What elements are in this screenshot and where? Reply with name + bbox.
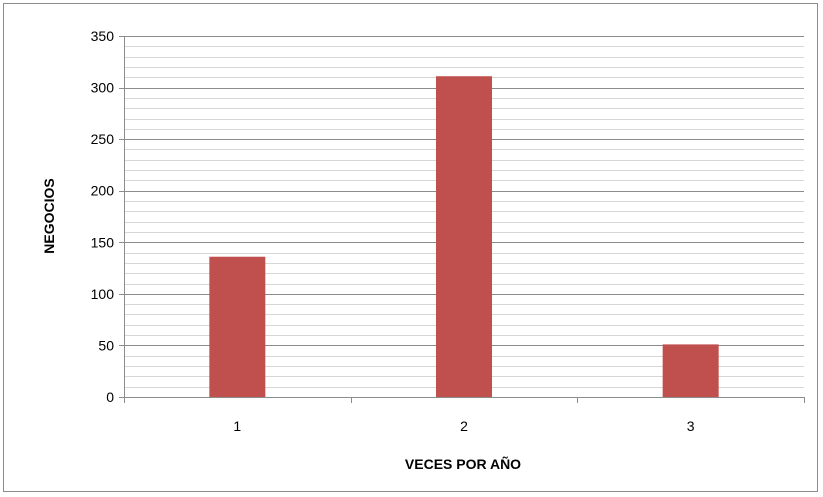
x-axis-title: VECES POR AÑO	[405, 455, 521, 472]
y-tick-label: 300	[91, 80, 115, 96]
y-tick-label: 250	[91, 131, 115, 147]
y-tick-label: 50	[98, 337, 114, 353]
y-tick-label: 0	[106, 389, 114, 405]
y-tick-label: 200	[91, 183, 115, 199]
y-tick-label: 150	[91, 234, 115, 250]
x-tick-label: 3	[687, 418, 695, 434]
y-tick-labels: 0 50 100 150 200 250 300 350	[91, 28, 115, 405]
bars	[209, 76, 719, 398]
bar-1	[209, 256, 266, 397]
bar-2	[436, 76, 492, 398]
x-tick-label: 2	[460, 418, 468, 434]
x-tick-labels: 1 2 3	[233, 418, 694, 434]
axes	[119, 36, 805, 403]
x-tick-label: 1	[233, 418, 241, 434]
chart-frame	[3, 3, 818, 492]
bar-3	[662, 344, 719, 397]
y-axis-title: NEGOCIOS	[41, 178, 57, 253]
y-tick-label: 350	[91, 28, 115, 44]
y-tick-label: 100	[91, 286, 115, 302]
